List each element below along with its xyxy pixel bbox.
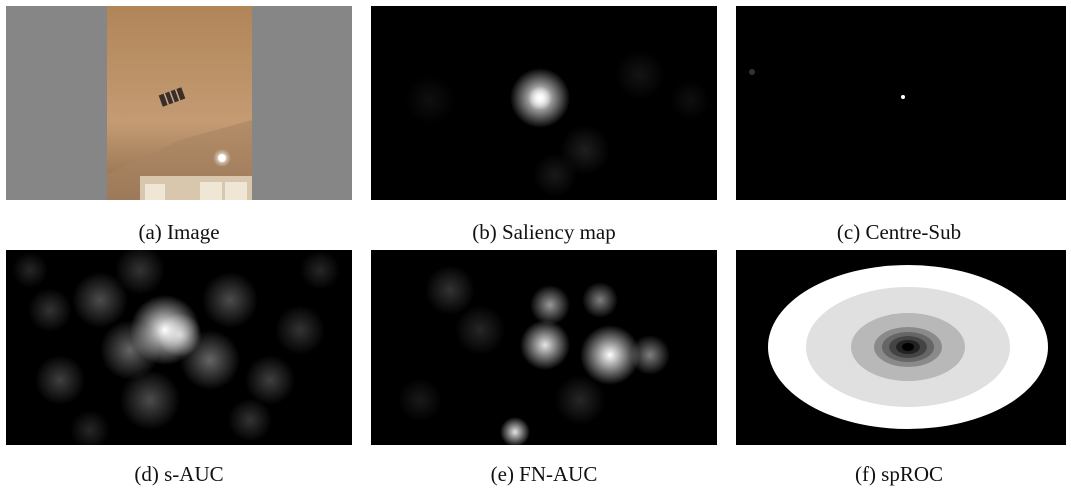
caption: (c) Centre-Sub xyxy=(837,220,961,244)
panel-image xyxy=(6,6,352,200)
caption: (e) FN-AUC xyxy=(491,462,598,486)
caption: (f) spROC xyxy=(855,462,943,486)
panel-fn-auc xyxy=(371,250,717,447)
panel-centre-sub xyxy=(736,6,1066,200)
panel-sproc xyxy=(736,250,1066,445)
panel-s-auc xyxy=(6,245,352,450)
caption: (d) s-AUC xyxy=(134,462,223,486)
panel-saliency-map xyxy=(371,6,717,200)
figure: (a) Image (b) Saliency map (c) Centre-Su… xyxy=(0,0,1071,489)
caption: (b) Saliency map xyxy=(472,220,615,244)
caption: (a) Image xyxy=(138,220,219,244)
